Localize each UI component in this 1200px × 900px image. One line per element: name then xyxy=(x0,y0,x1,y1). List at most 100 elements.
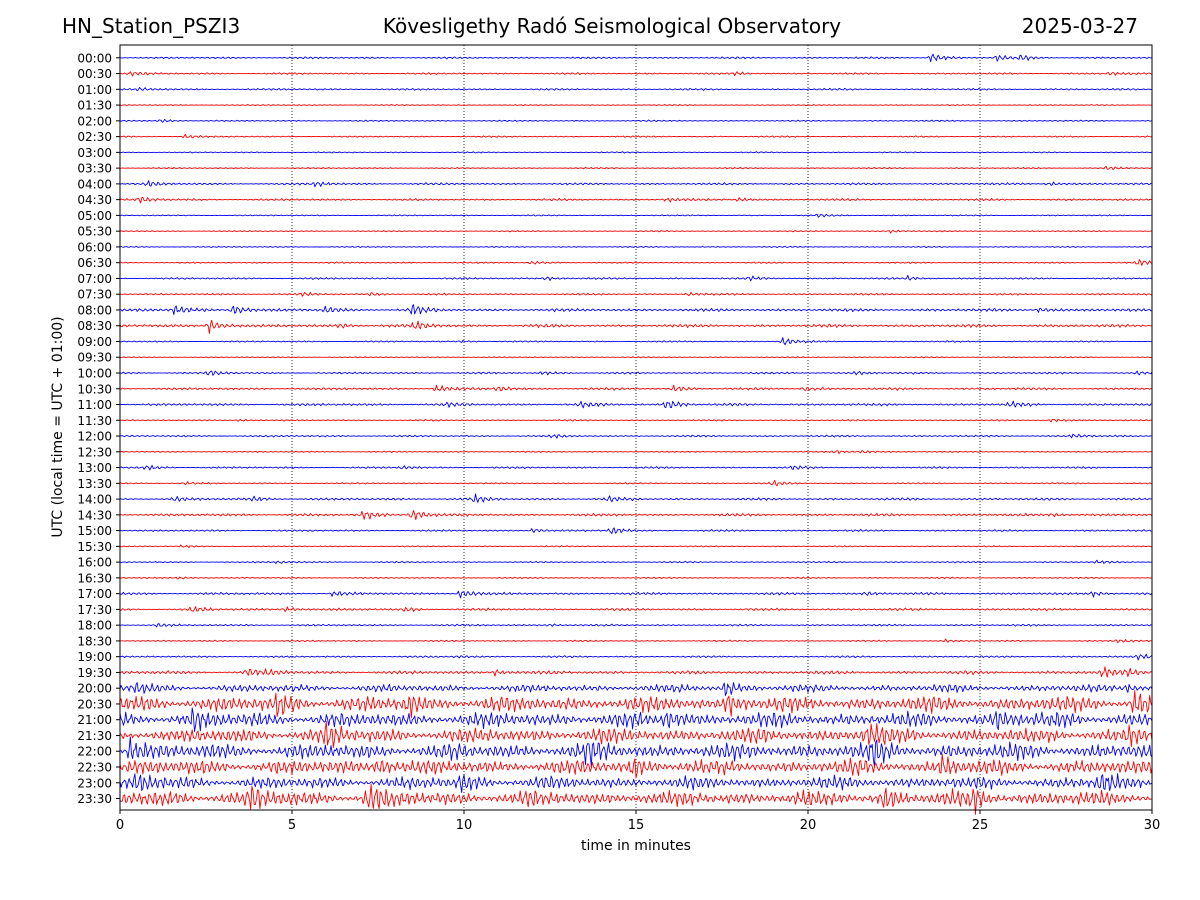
x-tick-label: 30 xyxy=(1144,818,1161,833)
y-tick-label: 11:30 xyxy=(77,414,112,428)
y-tick-label: 16:30 xyxy=(77,571,112,585)
y-tick-label: 14:30 xyxy=(77,508,112,522)
trace-line xyxy=(119,721,1153,749)
y-tick-label: 06:30 xyxy=(77,256,112,270)
y-tick-label: 23:00 xyxy=(77,776,112,790)
y-tick-label: 09:30 xyxy=(77,351,112,365)
y-tick-label: 12:30 xyxy=(77,445,112,459)
trace-line xyxy=(119,464,1153,471)
trace-line xyxy=(119,418,1153,423)
y-tick-label: 11:00 xyxy=(77,398,112,412)
y-tick-label: 09:00 xyxy=(77,335,112,349)
trace-line xyxy=(119,783,1152,815)
trace-line xyxy=(119,707,1153,732)
y-tick-label: 08:30 xyxy=(77,319,112,333)
trace-line xyxy=(119,590,1153,599)
y-tick-label: 10:00 xyxy=(77,367,112,381)
y-tick-label: 22:00 xyxy=(77,745,112,759)
trace-line xyxy=(119,151,1153,154)
y-tick-label: 16:00 xyxy=(77,556,112,570)
y-tick-label: 04:30 xyxy=(77,193,112,207)
observatory-title: Kövesligethy Radó Seismological Observat… xyxy=(382,14,842,38)
trace-line xyxy=(119,544,1153,549)
station-name: HN_Station_PSZI3 xyxy=(62,14,241,38)
trace-line xyxy=(119,259,1153,266)
y-tick-label: 15:00 xyxy=(77,524,112,538)
y-tick-label: 13:30 xyxy=(77,477,112,491)
y-tick-label: 19:00 xyxy=(77,650,112,664)
trace-line xyxy=(119,87,1153,92)
grid-lines xyxy=(291,45,981,810)
y-tick-label: 21:30 xyxy=(77,729,112,743)
y-tick-label: 22:30 xyxy=(77,761,112,775)
trace-line xyxy=(119,104,1153,107)
trace-line xyxy=(119,736,1153,768)
trace-line xyxy=(119,337,1153,346)
y-tick-label: 04:00 xyxy=(77,177,112,191)
trace-line xyxy=(119,623,1153,628)
y-tick-label: 17:00 xyxy=(77,587,112,601)
x-tick-label: 5 xyxy=(288,818,296,833)
y-tick-label: 13:00 xyxy=(77,461,112,475)
y-tick-label: 19:30 xyxy=(77,666,112,680)
trace-line xyxy=(119,133,1153,139)
trace-line xyxy=(119,245,1153,249)
y-tick-label: 05:00 xyxy=(77,209,112,223)
y-tick-label: 08:00 xyxy=(77,303,112,317)
trace-line xyxy=(119,682,1153,696)
y-tick-label: 03:00 xyxy=(77,146,112,160)
trace-line xyxy=(119,653,1153,661)
x-tick-label: 0 xyxy=(116,818,124,833)
y-tick-label: 10:30 xyxy=(77,382,112,396)
trace-line xyxy=(119,527,1152,534)
x-tick-label: 15 xyxy=(628,818,645,833)
y-tick-label: 05:30 xyxy=(77,225,112,239)
y-axis-label: UTC (local time = UTC + 01:00) xyxy=(50,316,66,537)
date-label: 2025-03-27 xyxy=(1021,14,1138,38)
trace-line xyxy=(119,213,1152,218)
y-tick-label: 21:00 xyxy=(77,713,112,727)
trace-line xyxy=(119,53,1153,63)
trace-line xyxy=(119,753,1153,779)
trace-line xyxy=(119,666,1153,678)
trace-line xyxy=(119,559,1152,564)
trace-line xyxy=(119,118,1153,123)
trace-line xyxy=(119,510,1153,521)
trace-line xyxy=(119,370,1153,376)
trace-line xyxy=(119,479,1153,487)
trace-line xyxy=(119,690,1153,719)
x-axis: 0 5 10 15 20 25 30 xyxy=(116,810,1160,833)
y-tick-label: 20:30 xyxy=(77,697,112,711)
y-tick-label: 18:30 xyxy=(77,634,112,648)
trace-line xyxy=(119,319,1153,334)
y-tick-label: 02:00 xyxy=(77,114,112,128)
y-tick-label: 07:00 xyxy=(77,272,112,286)
trace-line xyxy=(119,165,1153,171)
y-tick-label: 18:00 xyxy=(77,619,112,633)
trace-line xyxy=(119,400,1153,409)
trace-line xyxy=(119,196,1152,204)
trace-line xyxy=(119,773,1153,793)
trace-line xyxy=(119,606,1153,613)
y-tick-label: 00:00 xyxy=(77,51,112,65)
trace-line xyxy=(120,291,1153,297)
x-tick-label: 20 xyxy=(800,818,817,833)
trace-line xyxy=(119,638,1153,644)
y-tick-label: 06:00 xyxy=(77,240,112,254)
trace-line xyxy=(119,493,1153,503)
y-tick-label: 01:30 xyxy=(77,99,112,113)
y-tick-label: 17:30 xyxy=(77,603,112,617)
y-tick-label: 02:30 xyxy=(77,130,112,144)
x-axis-label: time in minutes xyxy=(581,838,691,854)
y-tick-label: 12:00 xyxy=(77,430,112,444)
x-tick-label: 10 xyxy=(456,818,473,833)
y-tick-label: 20:00 xyxy=(77,682,112,696)
y-tick-label: 00:30 xyxy=(77,67,112,81)
y-tick-label: 07:30 xyxy=(77,288,112,302)
y-tick-label: 03:30 xyxy=(77,162,112,176)
y-tick-label: 23:30 xyxy=(77,792,112,806)
trace-line xyxy=(119,450,1153,455)
y-tick-label: 15:30 xyxy=(77,540,112,554)
